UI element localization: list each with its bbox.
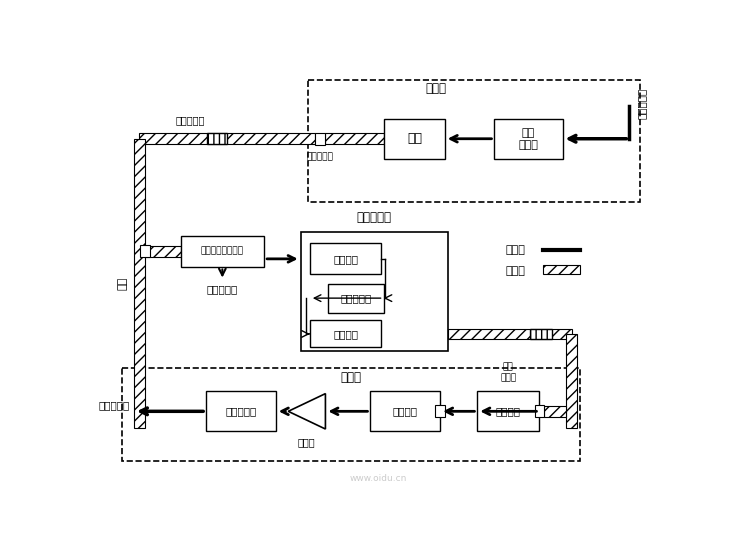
Bar — [207, 133, 227, 144]
Bar — [134, 139, 145, 428]
Bar — [436, 405, 444, 418]
Text: 放大器: 放大器 — [298, 437, 316, 447]
Text: 光发射器: 光发射器 — [333, 329, 358, 339]
Bar — [145, 246, 181, 257]
Bar — [300, 232, 448, 351]
Bar — [543, 265, 580, 274]
Bar — [140, 133, 315, 144]
Text: 中继器设备: 中继器设备 — [207, 285, 238, 295]
Bar — [567, 334, 577, 428]
Bar — [327, 284, 384, 313]
Bar — [122, 368, 580, 461]
Text: 光信号: 光信号 — [506, 266, 526, 276]
Bar — [494, 119, 563, 159]
Text: 电信号输入: 电信号输入 — [637, 88, 647, 119]
Text: 信号检测器: 信号检测器 — [225, 406, 257, 416]
Polygon shape — [288, 394, 325, 429]
Text: 光状
态监测: 光状 态监测 — [500, 363, 516, 382]
Bar — [477, 392, 539, 431]
Text: 发端机: 发端机 — [425, 82, 446, 95]
Text: 电信号: 电信号 — [506, 244, 526, 254]
Bar — [544, 406, 567, 417]
Bar — [371, 392, 440, 431]
Bar — [385, 119, 444, 159]
Text: 电信号输出: 电信号输出 — [99, 400, 130, 410]
Text: 光检波器: 光检波器 — [333, 254, 358, 264]
Text: 光放大器: 光放大器 — [496, 406, 520, 416]
Text: 收端机: 收端机 — [341, 371, 362, 384]
Bar — [310, 320, 382, 347]
Bar — [530, 328, 552, 340]
Bar — [534, 405, 544, 418]
Text: 光线连接器: 光线连接器 — [306, 153, 333, 161]
Text: 电路
驱动器: 电路 驱动器 — [518, 128, 539, 149]
Text: 光源: 光源 — [407, 132, 422, 145]
Bar — [325, 133, 385, 144]
Text: 再生中继器: 再生中继器 — [357, 211, 392, 224]
Text: www.oidu.cn: www.oidu.cn — [349, 474, 407, 483]
Text: 光耳合器: 光耳合器 — [393, 406, 417, 416]
Text: 电路驱动器: 电路驱动器 — [340, 293, 371, 303]
Bar — [315, 133, 325, 145]
Bar — [448, 328, 572, 340]
Bar — [140, 245, 150, 257]
Bar — [310, 243, 382, 274]
Text: 光线放大盘: 光线放大盘 — [175, 115, 205, 125]
Text: 光耳合器代波器束: 光耳合器代波器束 — [201, 247, 244, 255]
Bar — [181, 236, 264, 267]
Bar — [206, 392, 276, 431]
Text: 光羆: 光羆 — [118, 277, 127, 290]
Bar — [308, 80, 640, 202]
